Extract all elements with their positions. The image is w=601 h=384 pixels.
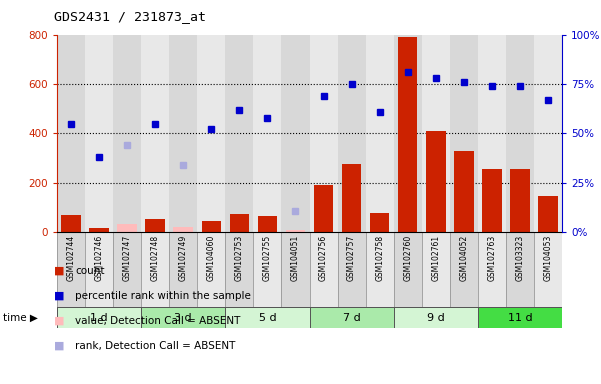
Bar (141, 232, 169, 307)
Bar (310, 307, 394, 328)
Bar (314, 185, 334, 232)
Text: 9 d: 9 d (427, 313, 445, 323)
Text: GDS2431 / 231873_at: GDS2431 / 231873_at (54, 10, 206, 23)
Bar (113, 232, 141, 307)
Text: 11 d: 11 d (508, 313, 532, 323)
Text: 5 d: 5 d (258, 313, 276, 323)
Bar (310, 232, 338, 307)
Text: 1 d: 1 d (90, 313, 108, 323)
Text: ■: ■ (54, 291, 64, 301)
Bar (310, 35, 338, 232)
Text: GSM102756: GSM102756 (319, 235, 328, 281)
Text: ■: ■ (54, 316, 64, 326)
Bar (169, 232, 197, 307)
Bar (225, 35, 254, 232)
Text: GSM102749: GSM102749 (179, 235, 188, 281)
Bar (197, 232, 225, 307)
Bar (197, 35, 225, 232)
Bar (450, 35, 478, 232)
Bar (85, 35, 113, 232)
Bar (426, 131, 445, 232)
Bar (230, 214, 249, 232)
Bar (538, 196, 558, 232)
Text: ■: ■ (54, 266, 64, 276)
Bar (225, 232, 254, 307)
Bar (342, 164, 361, 232)
Bar (141, 307, 225, 328)
Text: GSM102758: GSM102758 (375, 235, 384, 281)
Bar (141, 35, 169, 232)
Text: GSM102748: GSM102748 (151, 235, 160, 281)
Text: GSM102753: GSM102753 (235, 235, 244, 281)
Text: ■: ■ (54, 341, 64, 351)
Text: GSM102760: GSM102760 (403, 235, 412, 281)
Text: GSM102757: GSM102757 (347, 235, 356, 281)
Bar (174, 227, 193, 232)
Text: GSM104051: GSM104051 (291, 235, 300, 281)
Text: rank, Detection Call = ABSENT: rank, Detection Call = ABSENT (75, 341, 236, 351)
Bar (145, 219, 165, 232)
Text: GSM102763: GSM102763 (487, 235, 496, 281)
Bar (85, 232, 113, 307)
Text: value, Detection Call = ABSENT: value, Detection Call = ABSENT (75, 316, 240, 326)
Bar (478, 307, 562, 328)
Bar (281, 232, 310, 307)
Text: GSM104060: GSM104060 (207, 235, 216, 281)
Bar (398, 37, 418, 232)
Bar (113, 35, 141, 232)
Bar (394, 307, 478, 328)
Text: GSM102761: GSM102761 (432, 235, 440, 281)
Bar (281, 35, 310, 232)
Text: count: count (75, 266, 105, 276)
Bar (338, 232, 365, 307)
Bar (534, 232, 562, 307)
Text: GSM102747: GSM102747 (123, 235, 132, 281)
Text: GSM104053: GSM104053 (543, 235, 552, 281)
Bar (478, 35, 506, 232)
Bar (61, 215, 81, 232)
Bar (478, 232, 506, 307)
Bar (394, 232, 422, 307)
Text: GSM102744: GSM102744 (67, 235, 76, 281)
Bar (482, 169, 502, 232)
Text: GSM102746: GSM102746 (95, 235, 103, 281)
Bar (254, 232, 281, 307)
Text: percentile rank within the sample: percentile rank within the sample (75, 291, 251, 301)
Bar (450, 232, 478, 307)
Bar (258, 216, 277, 232)
Bar (422, 35, 450, 232)
Bar (90, 228, 109, 232)
Bar (510, 169, 529, 232)
Text: GSM104052: GSM104052 (459, 235, 468, 281)
Bar (57, 35, 85, 232)
Text: GSM103323: GSM103323 (516, 235, 524, 281)
Bar (534, 35, 562, 232)
Bar (370, 213, 389, 232)
Bar (57, 307, 141, 328)
Text: time ▶: time ▶ (3, 313, 38, 323)
Bar (506, 232, 534, 307)
Bar (422, 232, 450, 307)
Bar (285, 230, 305, 232)
Bar (117, 223, 137, 232)
Bar (365, 35, 394, 232)
Bar (338, 35, 365, 232)
Bar (506, 35, 534, 232)
Bar (225, 307, 310, 328)
Bar (454, 151, 474, 232)
Bar (254, 35, 281, 232)
Text: GSM102755: GSM102755 (263, 235, 272, 281)
Text: 3 d: 3 d (174, 313, 192, 323)
Bar (394, 35, 422, 232)
Text: 7 d: 7 d (343, 313, 361, 323)
Bar (57, 232, 85, 307)
Bar (365, 232, 394, 307)
Bar (169, 35, 197, 232)
Bar (201, 221, 221, 232)
